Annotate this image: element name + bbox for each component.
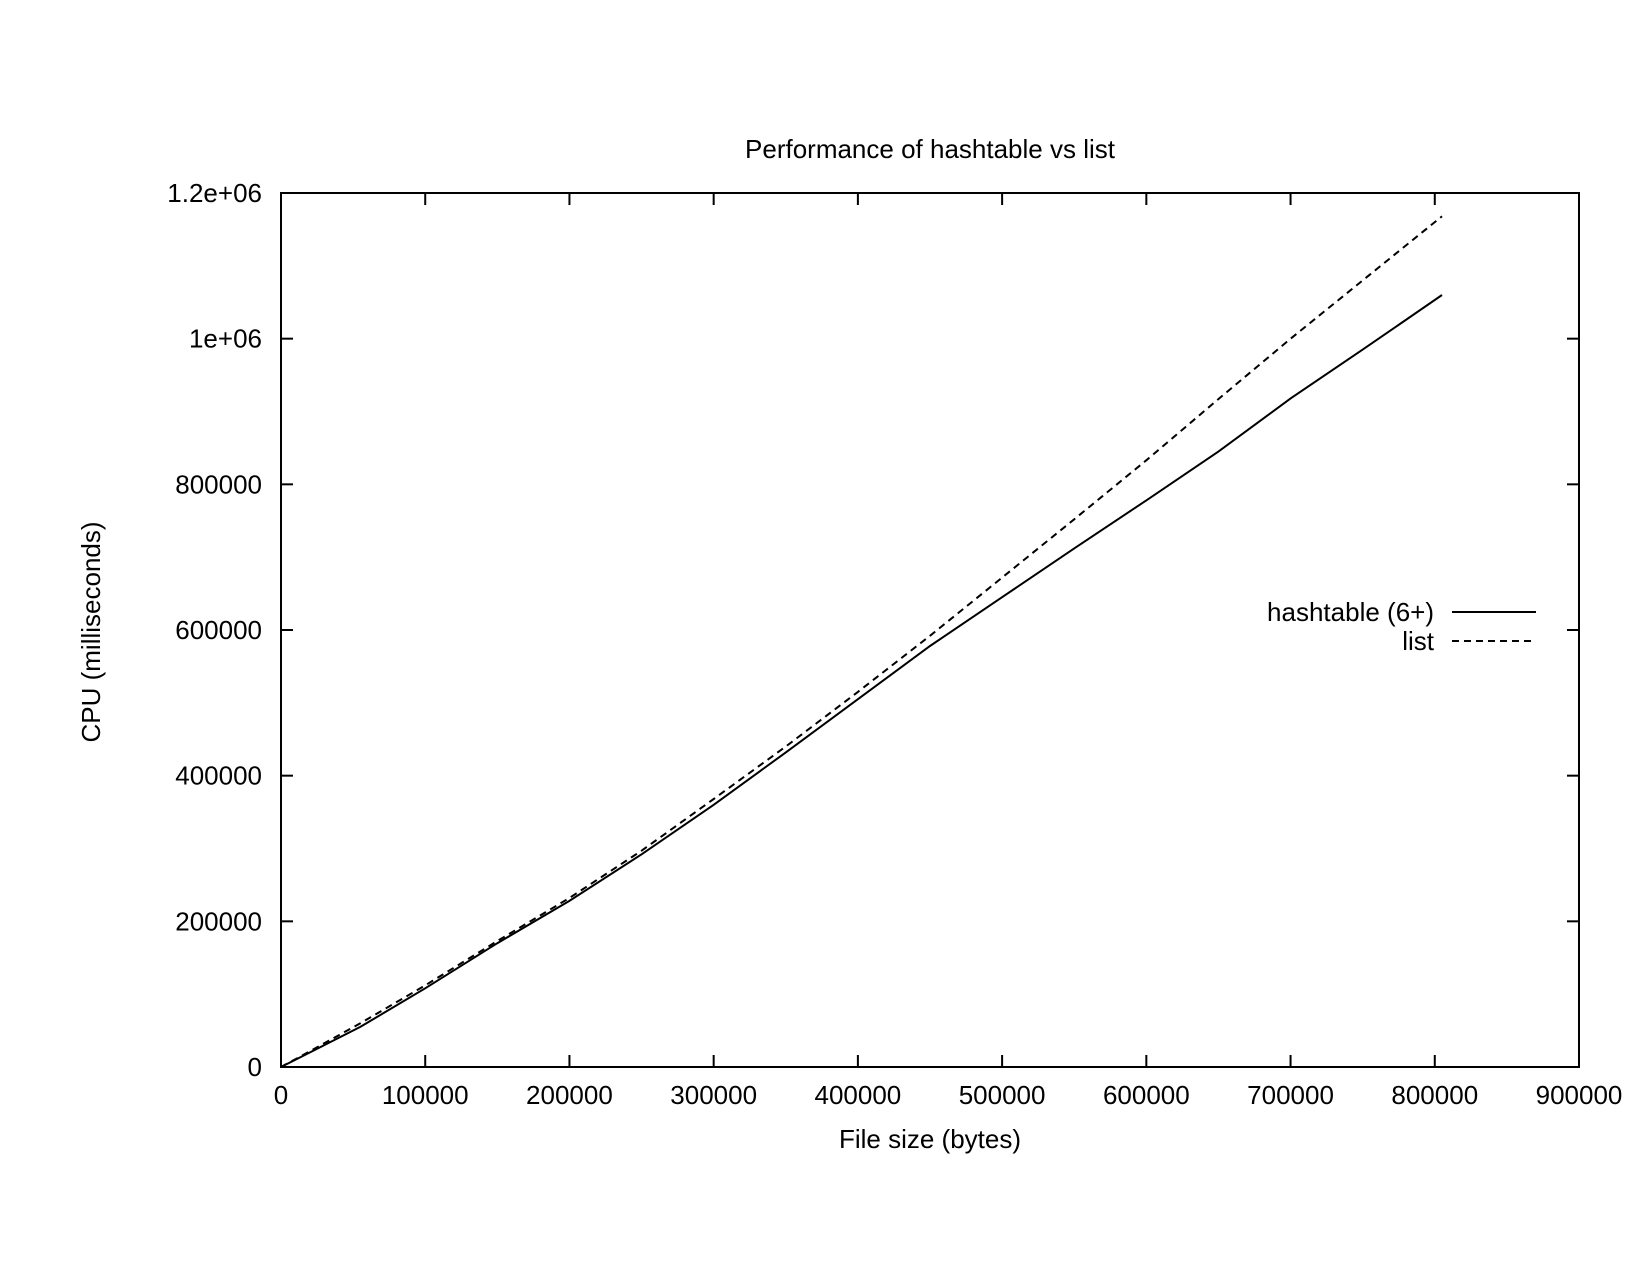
legend-label: hashtable (6+): [1267, 597, 1434, 627]
y-tick-label: 600000: [175, 615, 262, 645]
x-tick-label: 800000: [1391, 1080, 1478, 1110]
series-line-list: [280, 215, 1443, 1068]
y-tick-label: 800000: [175, 469, 262, 499]
axis-tick-labels: 0 100000 200000 300000 400000 500000 600000 700…: [167, 178, 1622, 1110]
chart-title: Performance of hashtable vs list: [745, 134, 1116, 164]
x-tick-label: 600000: [1103, 1080, 1190, 1110]
x-tick-label: 900000: [1536, 1080, 1623, 1110]
x-tick-label: 300000: [670, 1080, 757, 1110]
axis-ticks: [280, 192, 1580, 1068]
y-tick-label: 200000: [175, 906, 262, 936]
x-tick-label: 700000: [1247, 1080, 1334, 1110]
x-tick-label: 400000: [815, 1080, 902, 1110]
y-tick-label: 400000: [175, 761, 262, 791]
plot-frame: [280, 192, 1580, 1068]
x-axis-label: File size (bytes): [839, 1124, 1021, 1154]
y-tick-label: 1.2e+06: [167, 178, 262, 208]
series-lines: [280, 215, 1443, 1068]
legend-label: list: [1402, 626, 1435, 656]
x-tick-label: 0: [274, 1080, 288, 1110]
x-tick-label: 100000: [382, 1080, 469, 1110]
legend: hashtable (6+)list: [1267, 597, 1536, 656]
y-tick-label: 1e+06: [189, 324, 262, 354]
y-tick-label: 0: [248, 1052, 262, 1082]
x-tick-label: 500000: [959, 1080, 1046, 1110]
x-tick-label: 200000: [526, 1080, 613, 1110]
y-axis-label: CPU (milliseconds): [76, 521, 106, 742]
series-line-hashtable-6: [280, 294, 1443, 1068]
